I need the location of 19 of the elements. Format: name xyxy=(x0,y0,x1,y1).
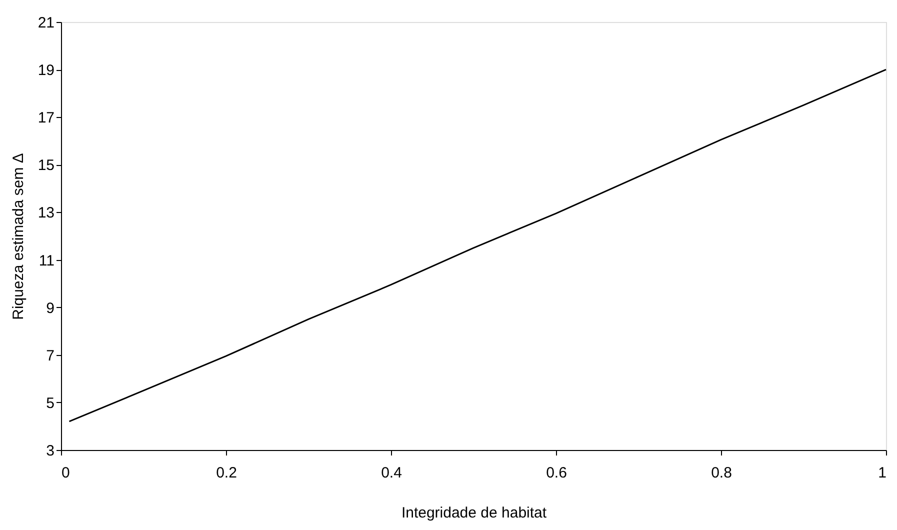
y-tick-label: 21 xyxy=(38,14,54,32)
x-axis-title: Integridade de habitat xyxy=(401,504,548,522)
x-tick-label: 0.4 xyxy=(381,464,402,482)
x-tick-label: 0.6 xyxy=(546,464,567,482)
y-tick-label: 11 xyxy=(38,252,54,270)
y-tick-label: 19 xyxy=(38,62,54,80)
x-tick-label: 1 xyxy=(878,464,886,482)
x-tick-label: 0.8 xyxy=(711,464,732,482)
y-tick-label: 9 xyxy=(46,300,54,317)
y-tick-label: 17 xyxy=(38,110,54,127)
y-tick-label: 5 xyxy=(46,394,54,412)
y-tick-label: 15 xyxy=(38,157,54,174)
y-axis-title: Riqueza estimada sem Δ xyxy=(10,153,27,320)
x-tick-label: 0.2 xyxy=(216,464,237,482)
x-tick-label: 0 xyxy=(62,464,70,482)
y-tick-label: 13 xyxy=(38,204,54,222)
y-tick-label: 3 xyxy=(46,442,54,460)
y-tick-label: 7 xyxy=(46,347,54,364)
line-series xyxy=(68,68,887,422)
